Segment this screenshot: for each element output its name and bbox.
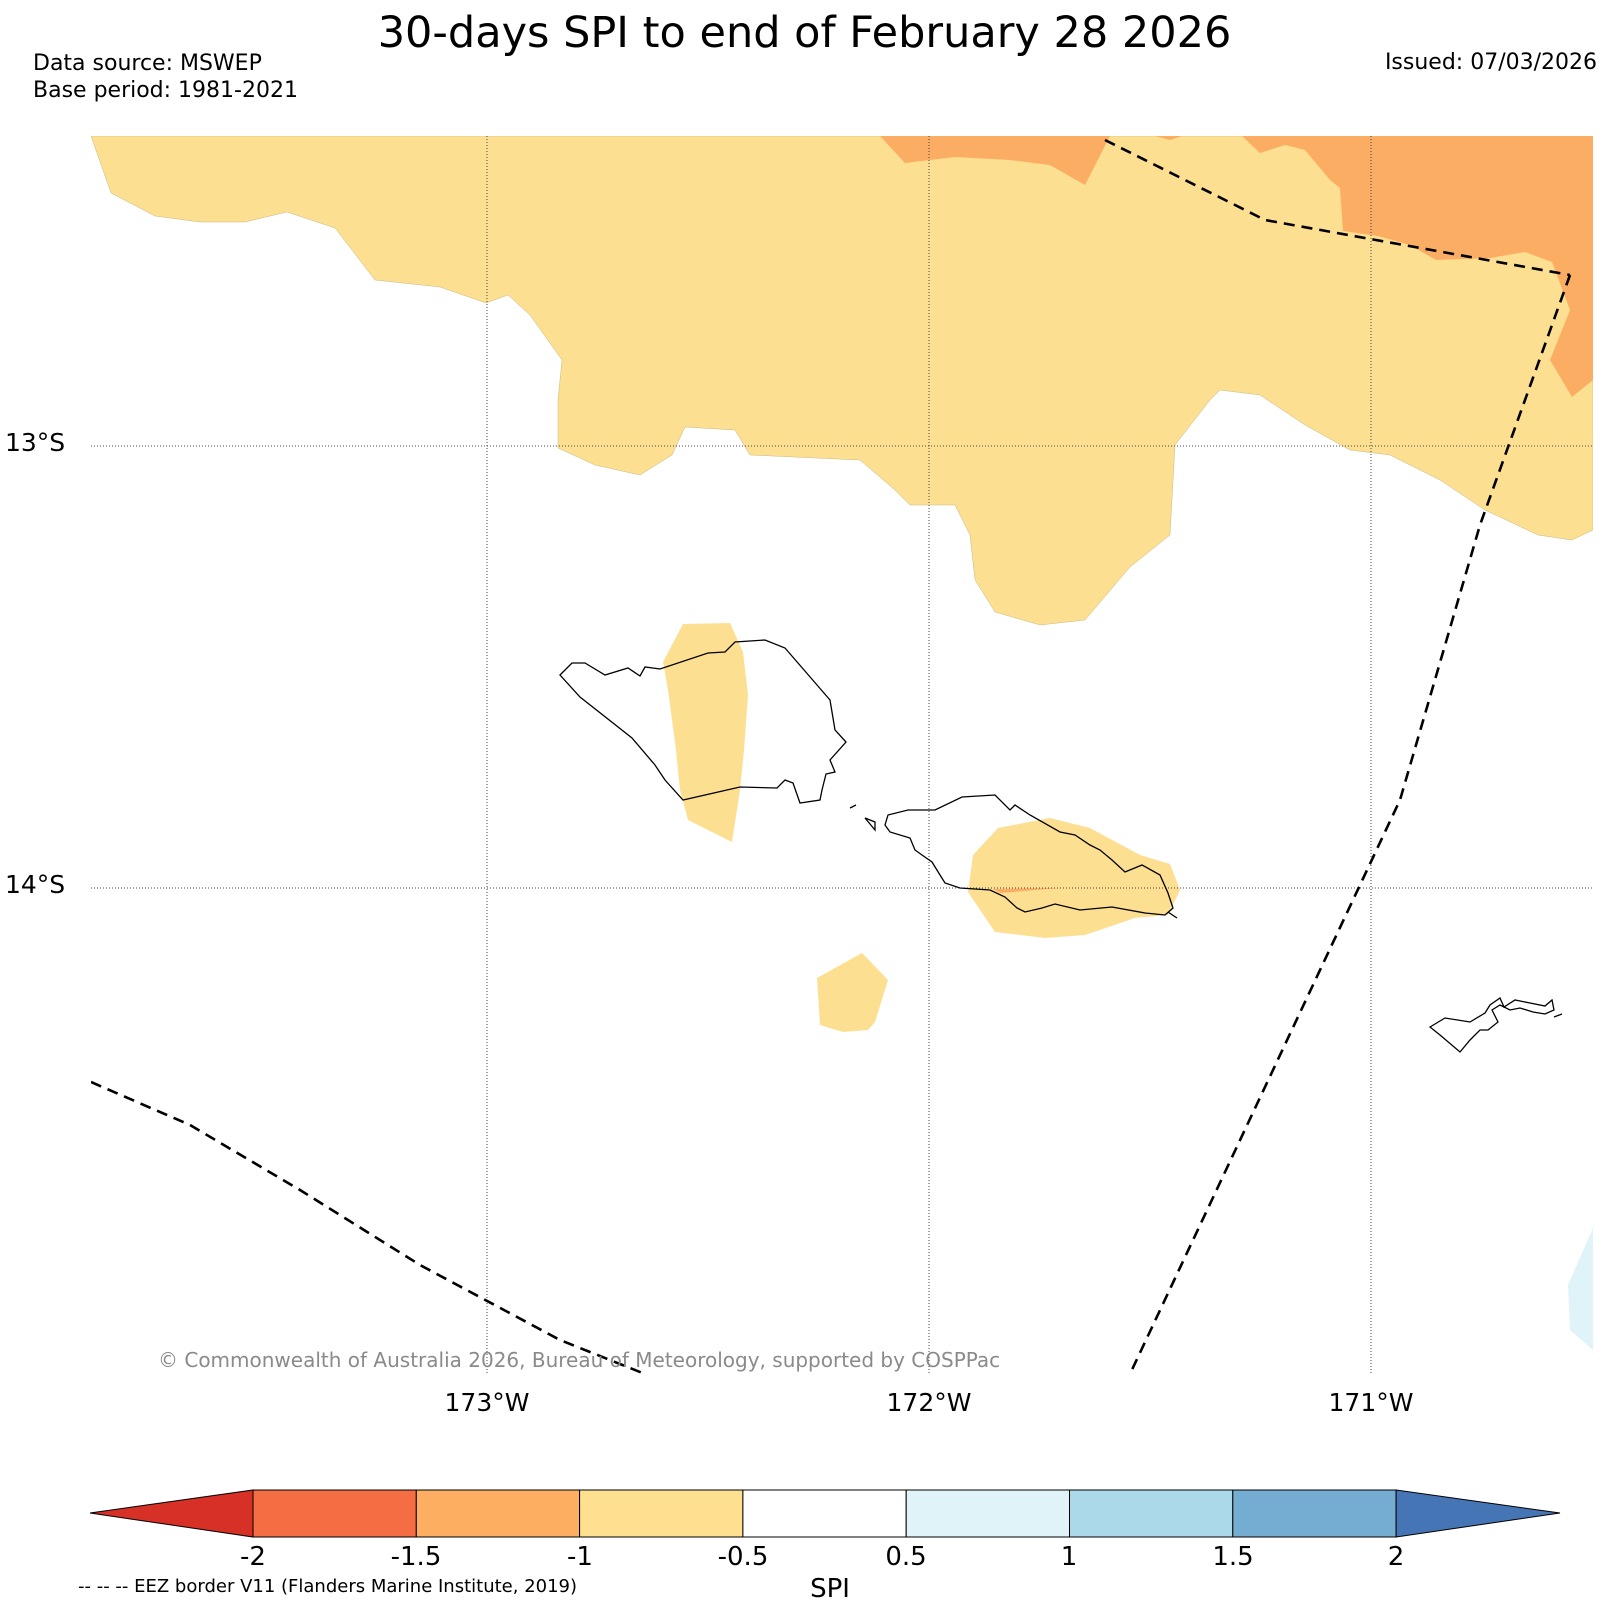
copyright-notice: © Commonwealth of Australia 2026, Bureau… bbox=[158, 1348, 1001, 1372]
source-info: Data source: MSWEP Base period: 1981-202… bbox=[33, 50, 298, 104]
colorbar-segment-5 bbox=[905, 1489, 1071, 1538]
lat-label-14s: 14°S bbox=[5, 870, 66, 899]
eez-border-east bbox=[1128, 274, 1572, 1374]
colorbar-segment-3 bbox=[579, 1489, 744, 1538]
coastline-savaii bbox=[559, 639, 847, 804]
spi-area-small-patch bbox=[993, 888, 1060, 893]
eez-border-southwest bbox=[91, 1080, 646, 1374]
spi-area-south-islet bbox=[817, 953, 888, 1032]
colorbar-tick-minus1: -1 bbox=[567, 1542, 593, 1572]
spi-area-northeast-a bbox=[880, 136, 1110, 185]
eez-legend-note: -- -- -- EEZ border V11 (Flanders Marine… bbox=[78, 1576, 578, 1597]
spi-area-northeast-b bbox=[1155, 136, 1182, 140]
lon-label-171w: 171°W bbox=[1328, 1388, 1414, 1417]
issued-date: Issued: 07/03/2026 bbox=[1384, 50, 1597, 75]
lon-label-173w: 173°W bbox=[444, 1388, 530, 1417]
eez-borders bbox=[91, 138, 1572, 1374]
coastlines bbox=[559, 639, 1563, 1053]
spi-area-north bbox=[91, 136, 1593, 626]
data-source-text: Data source: MSWEP bbox=[33, 51, 262, 76]
graticule bbox=[91, 136, 1593, 1374]
spi-area-southeast bbox=[1568, 1228, 1593, 1350]
colorbar-tick-1: 1 bbox=[1060, 1542, 1078, 1572]
eez-border-north bbox=[1104, 138, 1571, 277]
colorbar-extend-high bbox=[1395, 1489, 1561, 1538]
colorbar-segment-4 bbox=[742, 1489, 907, 1538]
colorbar-segment-7 bbox=[1232, 1489, 1397, 1538]
coastline-upolu-east-tip bbox=[1167, 911, 1178, 919]
spi-area-upolu-west bbox=[663, 623, 748, 842]
spi-area-northeast-c bbox=[1242, 136, 1593, 397]
chart-title: 30-days SPI to end of February 28 2026 bbox=[377, 8, 1232, 58]
spi-area-tutuila bbox=[968, 818, 1180, 938]
coastline-tutuila bbox=[1428, 997, 1555, 1053]
lon-label-172w: 172°W bbox=[886, 1388, 972, 1417]
colorbar-tick-2: 2 bbox=[1387, 1542, 1405, 1572]
colorbar-label: SPI bbox=[810, 1574, 850, 1604]
coastline-upolu bbox=[884, 794, 1174, 916]
coastline-dash bbox=[849, 804, 857, 809]
coastline-islet bbox=[864, 817, 876, 832]
colorbar-segment-1 bbox=[252, 1489, 417, 1538]
colorbar-tick-1-5: 1.5 bbox=[1212, 1542, 1254, 1572]
base-period-text: Base period: 1981-2021 bbox=[33, 78, 298, 103]
colorbar-tick-0-5: 0.5 bbox=[885, 1542, 927, 1572]
colorbar-tick-minus2: -2 bbox=[240, 1542, 266, 1572]
colorbar-segment-2 bbox=[415, 1489, 581, 1538]
colorbar-tick-minus0-5: -0.5 bbox=[717, 1542, 769, 1572]
colorbar-tick-minus1-5: -1.5 bbox=[390, 1542, 442, 1572]
colorbar-segment-6 bbox=[1069, 1489, 1234, 1538]
coastline-fragment bbox=[1553, 1013, 1563, 1018]
lat-label-13s: 13°S bbox=[5, 428, 66, 457]
colorbar-extend-low bbox=[89, 1489, 254, 1538]
